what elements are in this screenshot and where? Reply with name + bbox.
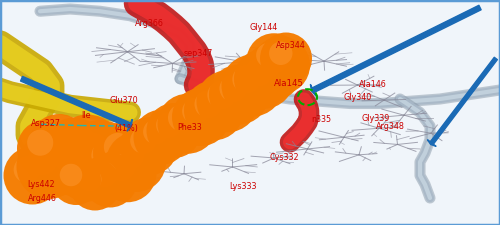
Ellipse shape [52, 131, 122, 202]
Text: Asp344: Asp344 [276, 41, 306, 50]
Ellipse shape [80, 130, 145, 194]
Ellipse shape [172, 88, 230, 146]
Ellipse shape [234, 49, 294, 109]
Text: n335: n335 [311, 115, 331, 124]
Ellipse shape [92, 162, 117, 187]
Ellipse shape [62, 120, 138, 195]
Text: sep347: sep347 [184, 50, 214, 58]
Ellipse shape [196, 70, 258, 132]
Ellipse shape [78, 168, 102, 191]
Ellipse shape [146, 103, 202, 158]
Ellipse shape [184, 80, 244, 140]
Ellipse shape [28, 145, 57, 175]
Text: Arg348: Arg348 [376, 122, 405, 131]
Ellipse shape [168, 104, 195, 131]
Ellipse shape [269, 42, 292, 65]
Ellipse shape [98, 144, 156, 202]
Ellipse shape [54, 115, 122, 182]
Ellipse shape [194, 91, 222, 118]
Text: Cys332: Cys332 [269, 153, 298, 162]
Ellipse shape [134, 110, 188, 165]
Ellipse shape [16, 134, 82, 199]
Ellipse shape [244, 43, 302, 101]
Ellipse shape [54, 128, 82, 156]
Text: Gly339: Gly339 [361, 114, 390, 123]
Text: Phe33: Phe33 [178, 123, 202, 132]
Ellipse shape [182, 98, 208, 124]
Ellipse shape [104, 133, 132, 161]
Ellipse shape [76, 133, 110, 167]
Ellipse shape [52, 140, 82, 171]
Ellipse shape [4, 146, 61, 205]
Ellipse shape [254, 53, 280, 79]
Ellipse shape [222, 54, 284, 117]
Ellipse shape [43, 117, 105, 180]
Ellipse shape [14, 157, 40, 183]
Ellipse shape [69, 158, 121, 211]
Ellipse shape [64, 144, 96, 175]
Ellipse shape [82, 153, 138, 207]
Text: (41%): (41%) [114, 124, 138, 133]
Ellipse shape [209, 65, 269, 124]
Ellipse shape [130, 127, 156, 153]
Text: Gly340: Gly340 [344, 93, 372, 102]
Ellipse shape [51, 155, 101, 205]
Ellipse shape [116, 142, 143, 169]
Ellipse shape [208, 81, 235, 109]
Text: Lys333: Lys333 [229, 182, 256, 191]
Ellipse shape [143, 119, 168, 144]
Ellipse shape [106, 132, 166, 192]
Ellipse shape [108, 154, 135, 180]
Ellipse shape [60, 164, 82, 186]
Text: Ala146: Ala146 [359, 80, 387, 89]
Ellipse shape [252, 36, 310, 94]
Ellipse shape [38, 134, 70, 166]
Ellipse shape [256, 43, 281, 68]
Text: Lys442: Lys442 [28, 180, 55, 189]
Ellipse shape [246, 33, 302, 88]
Ellipse shape [232, 65, 260, 93]
Text: Arg366: Arg366 [135, 19, 164, 28]
Ellipse shape [40, 124, 66, 151]
Text: Ala145: Ala145 [274, 79, 304, 88]
Text: Gly144: Gly144 [249, 22, 277, 32]
Text: Asp327: Asp327 [31, 119, 61, 128]
Ellipse shape [93, 122, 155, 184]
Ellipse shape [66, 126, 96, 157]
Text: Glu370: Glu370 [110, 96, 138, 105]
Ellipse shape [17, 119, 75, 178]
Ellipse shape [25, 122, 97, 194]
Ellipse shape [220, 75, 246, 102]
Text: Ile: Ile [81, 111, 90, 120]
Ellipse shape [244, 59, 272, 86]
Ellipse shape [120, 117, 178, 175]
Text: Arg446: Arg446 [28, 194, 56, 203]
Ellipse shape [29, 114, 89, 174]
Ellipse shape [40, 128, 108, 196]
Ellipse shape [262, 46, 288, 72]
Ellipse shape [27, 130, 53, 156]
Ellipse shape [156, 113, 181, 137]
Ellipse shape [158, 94, 218, 154]
Ellipse shape [260, 32, 312, 85]
Ellipse shape [92, 141, 120, 170]
